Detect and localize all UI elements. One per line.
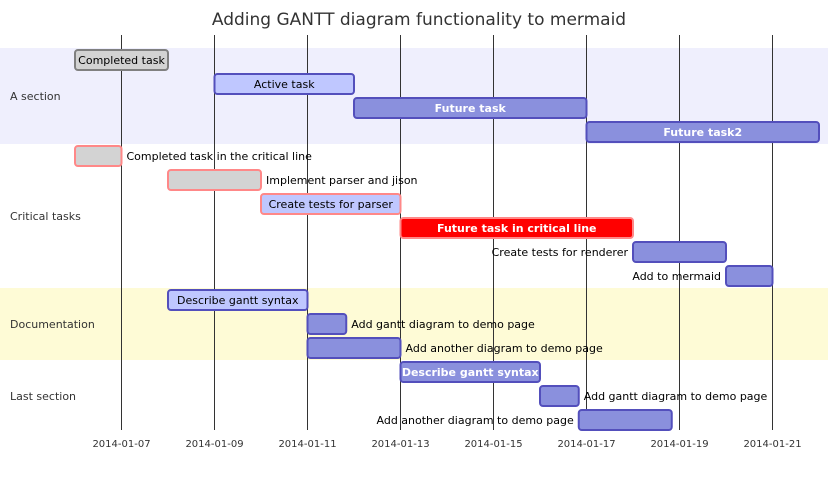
task-label: Create tests for renderer (492, 246, 629, 259)
task-bar (167, 169, 262, 191)
task-bar (632, 241, 727, 263)
task-bar (260, 193, 402, 215)
chart-title: Adding GANTT diagram functionality to me… (212, 10, 626, 30)
task-label: Add gantt diagram to demo page (351, 318, 535, 331)
task-bar (585, 121, 820, 143)
task-bar (539, 385, 580, 407)
task-label: Add another diagram to demo page (406, 342, 603, 355)
task-label: Future task2 (663, 126, 742, 139)
task-bars (74, 49, 820, 431)
task-label: Add to mermaid (632, 270, 721, 283)
axis-tick-label: 2014-01-07 (92, 439, 150, 450)
task-bar (167, 289, 309, 311)
task-bar (74, 49, 169, 71)
task-label: Implement parser and jison (266, 174, 418, 187)
task-label: Active task (254, 78, 315, 91)
task-bar (306, 337, 402, 359)
section-label: Documentation (10, 318, 95, 331)
task-bar (213, 73, 355, 95)
task-label: Completed task in the critical line (127, 150, 313, 163)
axis-tick-label: 2014-01-17 (557, 439, 615, 450)
axis-tick-label: 2014-01-19 (650, 439, 708, 450)
section-labels: A section Critical tasks Documentation Last… (10, 90, 95, 403)
task-label: Add another diagram to demo page (377, 414, 574, 427)
task-bar (353, 97, 588, 119)
task-bar (306, 313, 348, 335)
section-label: A section (10, 90, 61, 103)
axis-tick-label: 2014-01-15 (464, 439, 522, 450)
task-label: Add gantt diagram to demo page (584, 390, 768, 403)
axis-tick-label: 2014-01-09 (185, 439, 243, 450)
task-label: Describe gantt syntax (177, 294, 299, 307)
section-band (0, 288, 828, 360)
task-bar (577, 409, 673, 431)
task-bar (74, 145, 123, 167)
task-bar (725, 265, 774, 287)
axis-tick-label: 2014-01-11 (278, 439, 336, 450)
axis-tick-label: 2014-01-13 (371, 439, 429, 450)
task-label: Future task in critical line (437, 222, 597, 235)
task-label: Future task (435, 102, 507, 115)
task-bar (399, 217, 634, 239)
task-label: Describe gantt syntax (402, 366, 539, 379)
task-label: Completed task (78, 54, 165, 67)
axis-tick-label: 2014-01-21 (743, 439, 801, 450)
section-bands (0, 48, 828, 360)
task-bar (399, 361, 541, 383)
task-labels: Completed task Active task Future task Futu… (78, 54, 767, 427)
section-label: Last section (10, 390, 76, 403)
section-label: Critical tasks (10, 210, 81, 223)
task-label: Create tests for parser (269, 198, 394, 211)
